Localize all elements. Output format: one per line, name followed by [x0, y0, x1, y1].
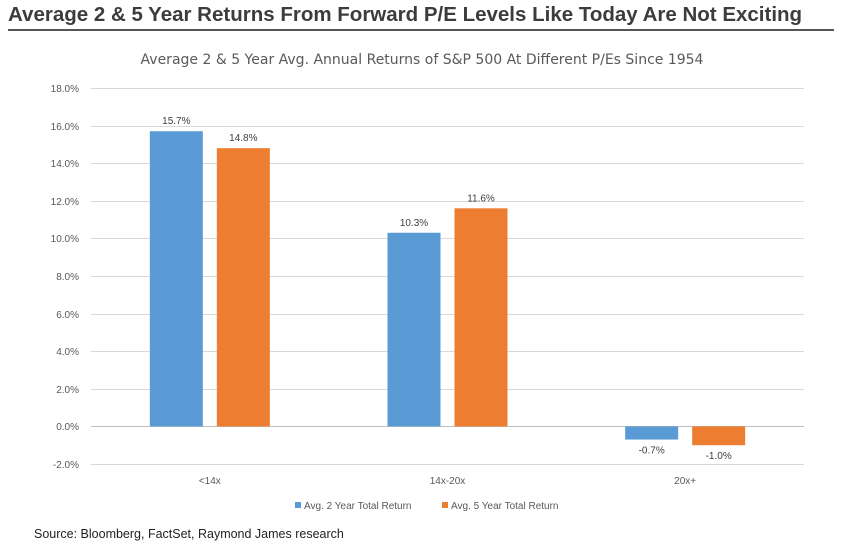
- data-label: -1.0%: [706, 451, 732, 462]
- legend-swatch: [442, 502, 448, 508]
- y-tick-label: 8.0%: [56, 272, 79, 283]
- x-tick-label: 20x+: [674, 476, 696, 487]
- data-labels: 15.7% 14.8% 10.3% 11.6% -0.7% -1.0%: [162, 116, 732, 462]
- y-tick-label: 2.0%: [56, 385, 79, 396]
- y-tick-label: 18.0%: [51, 84, 79, 95]
- y-tick-label: 10.0%: [51, 234, 79, 245]
- y-tick-label: 14.0%: [51, 159, 79, 170]
- gridlines: [91, 88, 804, 465]
- source-note: Source: Bloomberg, FactSet, Raymond Jame…: [34, 527, 344, 541]
- legend-label: Avg. 2 Year Total Return: [304, 501, 412, 512]
- y-tick-label: 16.0%: [51, 122, 79, 133]
- y-tick-label: -2.0%: [53, 460, 79, 471]
- x-axis-tick-labels: <14x 14x-20x 20x+: [199, 476, 696, 487]
- data-label: -0.7%: [639, 446, 665, 457]
- x-tick-label: <14x: [199, 476, 221, 487]
- data-label: 15.7%: [162, 116, 190, 127]
- data-label: 14.8%: [229, 133, 257, 144]
- x-tick-label: 14x-20x: [430, 476, 466, 487]
- bar: [149, 131, 203, 427]
- data-label: 10.3%: [400, 218, 428, 229]
- y-tick-label: 0.0%: [56, 422, 79, 433]
- bars: [149, 131, 746, 446]
- bar: [216, 148, 270, 427]
- legend-swatch: [295, 502, 301, 508]
- y-tick-label: 12.0%: [51, 197, 79, 208]
- chart-title: Average 2 & 5 Year Avg. Annual Returns o…: [140, 52, 704, 68]
- legend-label: Avg. 5 Year Total Return: [451, 501, 559, 512]
- bar: [692, 426, 746, 446]
- legend: Avg. 2 Year Total Return Avg. 5 Year Tota…: [295, 501, 559, 512]
- headline-underline: [8, 29, 834, 31]
- y-tick-label: 6.0%: [56, 310, 79, 321]
- page-headline: Average 2 & 5 Year Returns From Forward …: [8, 3, 803, 26]
- y-tick-label: 4.0%: [56, 347, 79, 358]
- bar: [625, 426, 679, 440]
- bar: [387, 232, 441, 427]
- y-axis-tick-labels: -2.0% 0.0% 2.0% 4.0% 6.0% 8.0% 10.0% 12.0% 14.0%…: [51, 84, 79, 471]
- data-label: 11.6%: [467, 193, 495, 204]
- bar: [454, 208, 508, 427]
